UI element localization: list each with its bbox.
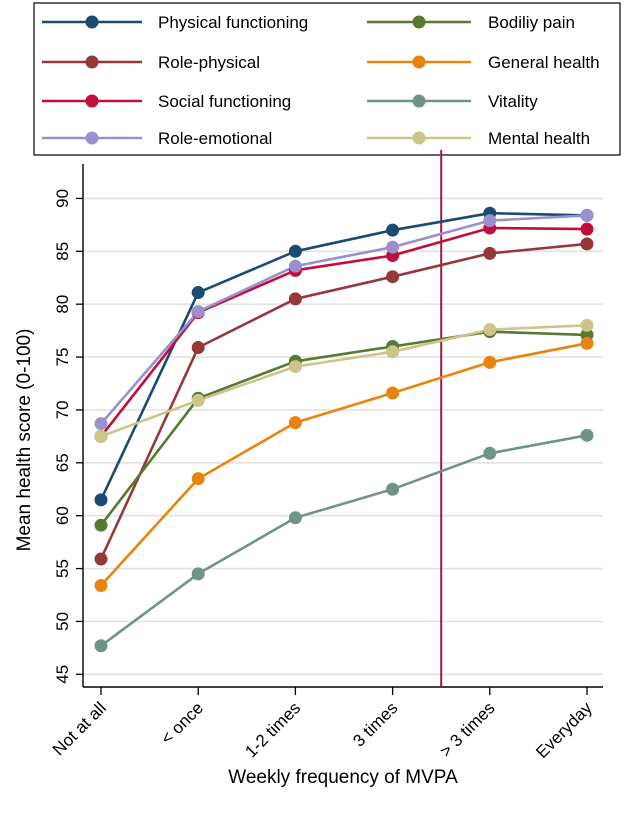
point-role-emotional [191,305,205,319]
series-line-role-emotional [100,214,588,425]
series-line-social-functioning [99,226,588,438]
y-tick-label: 50 [53,612,72,631]
legend-item-bodiliy-pain: Bodiliy pain [367,13,575,32]
point-general-health [94,578,108,592]
legend-label: Mental health [488,129,590,148]
legend-item-role-physical: Role-physical [42,53,260,72]
point-role-emotional [288,259,302,273]
legend-item-general-health: General health [367,53,600,72]
series-line-bodiliy-pain [99,330,588,526]
point-mental-health [191,393,205,407]
point-role-physical [580,237,594,251]
series-line-vitality [100,434,588,647]
legend-box [33,2,621,156]
y-tick-label: 90 [53,189,72,208]
point-mental-health [483,323,497,337]
point-general-health [386,386,400,400]
x-tick-label: < once [157,698,207,748]
point-general-health [288,416,302,430]
legend-label: Vitality [488,92,538,111]
x-tick-label: Everyday [532,698,596,762]
legend-marker [85,94,99,108]
legend: Physical functioning Role-physical Social … [33,2,621,156]
legend-label: General health [488,53,600,72]
y-tick-label: 60 [53,506,72,525]
legend-marker [85,131,99,145]
point-bodiliy-pain [94,518,108,532]
y-tick-label: 85 [53,242,72,261]
point-general-health [483,355,497,369]
point-vitality [288,511,302,525]
legend-label: Role-physical [158,53,260,72]
plot-area: 45 50 55 60 65 70 75 80 85 90 Not at all < once 1-2 … [49,150,603,762]
legend-item-vitality: Vitality [367,92,538,111]
x-tick-label: 1-2 times [241,698,304,761]
legend-item-social-functioning: Social functioning [42,92,291,111]
point-role-emotional [94,417,108,431]
y-tick-label: 80 [53,295,72,314]
x-axis-label: Weekly frequency of MVPA [228,767,458,788]
y-tick-label: 45 [53,665,72,684]
legend-label: Role-emotional [158,129,272,148]
legend-item-mental-health: Mental health [367,129,590,148]
legend-marker [412,131,426,145]
legend-marker [85,15,99,29]
point-physical-functioning [94,493,108,507]
point-mental-health [94,429,108,443]
point-role-emotional [580,208,594,222]
x-tick-label: > 3 times [436,698,499,761]
point-vitality [386,482,400,496]
legend-item-role-emotional: Role-emotional [42,129,272,148]
y-tick-label: 75 [53,348,72,367]
x-tick-label: Not at all [49,698,110,759]
y-tick-label: 65 [53,453,72,472]
point-physical-functioning [288,244,302,258]
point-role-physical [288,292,302,306]
point-general-health [191,472,205,486]
legend-label: Physical functioning [158,13,308,32]
series-line-general-health [100,342,588,587]
point-mental-health [288,360,302,374]
point-social-functioning [580,222,594,236]
point-vitality [483,446,497,460]
legend-label: Bodiliy pain [488,13,575,32]
series-line-physical-functioning [99,211,588,501]
x-tick-label: 3 times [349,698,401,750]
point-vitality [94,639,108,653]
point-mental-health [386,345,400,359]
point-vitality [580,428,594,442]
point-role-emotional [483,214,497,228]
point-general-health [580,336,594,350]
legend-marker [412,94,426,108]
point-role-physical [386,270,400,284]
legend-item-physical-functioning: Physical functioning [42,13,308,32]
y-tick-label: 70 [53,400,72,419]
point-mental-health [580,318,594,332]
series-line-role-physical [99,242,588,560]
point-role-physical [483,246,497,260]
point-physical-functioning [386,223,400,237]
point-role-emotional [386,240,400,254]
point-vitality [191,567,205,581]
legend-marker [412,15,426,29]
series-line-mental-health [100,324,588,438]
point-physical-functioning [191,286,205,300]
point-role-physical [94,552,108,566]
point-role-physical [191,341,205,355]
legend-marker [412,55,426,69]
y-tick-label: 55 [53,559,72,578]
legend-marker [85,55,99,69]
y-axis-label: Mean health score (0-100) [14,329,35,552]
legend-label: Social functioning [158,92,291,111]
